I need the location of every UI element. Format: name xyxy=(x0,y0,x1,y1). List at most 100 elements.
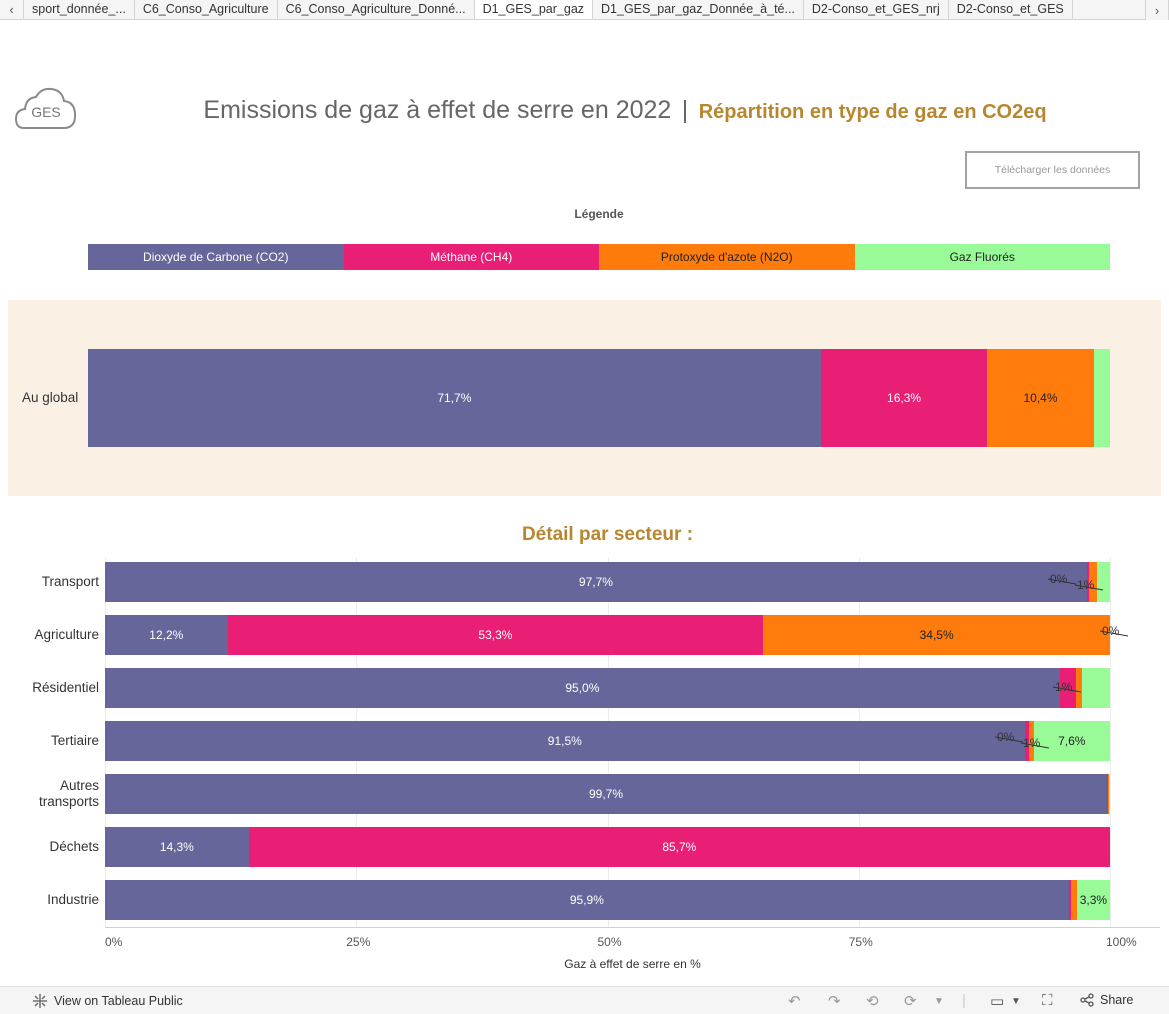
legend-item[interactable]: Méthane (CH4) xyxy=(343,244,599,270)
detail-chart-title: Détail par secteur : xyxy=(521,524,694,545)
sheet-tab[interactable]: D2-Conso_et_GES xyxy=(949,0,1073,19)
global-bar-segment[interactable]: 71,7% xyxy=(88,349,821,447)
sector-label: Tertiaire xyxy=(50,733,99,748)
sector-bar-segment[interactable] xyxy=(1106,774,1108,814)
title-subtitle: Répartition en type de gaz en CO2eq xyxy=(698,101,1047,123)
sheet-tab-bar: ‹ sport_donnée_... C6_Conso_Agriculture C6… xyxy=(0,0,1169,20)
sector-bar-segment[interactable]: 7,6% xyxy=(1033,721,1110,761)
redo-icon[interactable]: ↷ xyxy=(828,993,841,1010)
sector-bar-segment[interactable]: 97,7% xyxy=(105,562,1087,602)
legend-title: Légende xyxy=(574,207,624,221)
sector-bar-segment[interactable] xyxy=(1059,668,1076,708)
sheet-tab[interactable]: C6_Conso_Agriculture xyxy=(135,0,278,19)
legend: Dioxyde de Carbone (CO2) Méthane (CH4) Pro… xyxy=(88,244,1110,270)
sector-bar-segment[interactable]: 99,7% xyxy=(105,774,1107,814)
sector-bar-segment[interactable] xyxy=(1068,880,1071,920)
global-bar-segment[interactable]: 10,4% xyxy=(987,349,1094,447)
sector-bar-segment[interactable]: 85,7% xyxy=(248,827,1110,867)
annotation-leader-line xyxy=(994,736,1024,743)
tab-next-arrow-icon[interactable]: › xyxy=(1145,0,1169,20)
sector-bar-segment[interactable]: 53,3% xyxy=(227,615,764,655)
sector-bar-segment[interactable] xyxy=(1028,721,1034,761)
logo-text: GES xyxy=(31,104,61,120)
sector-bar-segment[interactable]: 91,5% xyxy=(105,721,1025,761)
title-main: Emissions de gaz à effet de serre en 202… xyxy=(203,96,672,124)
download-data-button[interactable]: Télécharger les données xyxy=(965,151,1140,189)
sheet-tabs: sport_donnée_... C6_Conso_Agriculture C6_C… xyxy=(24,0,1073,19)
share-button[interactable]: Share xyxy=(1080,993,1133,1007)
sheet-tab[interactable]: C6_Conso_Agriculture_Donné... xyxy=(278,0,475,19)
global-row-label: Au global xyxy=(22,390,79,405)
sector-label: Déchets xyxy=(49,839,99,854)
x-tick-label: 50% xyxy=(597,935,622,949)
sector-bar-segment[interactable]: 95,9% xyxy=(105,880,1069,920)
title-separator: | xyxy=(681,96,689,124)
sector-bar-segment[interactable]: 14,3% xyxy=(105,827,249,867)
small-value-annotation: 0% xyxy=(997,730,1015,744)
fullscreen-icon[interactable]: ⛶ xyxy=(1042,992,1053,1009)
sheet-tab[interactable]: D2-Conso_et_GES_nrj xyxy=(804,0,949,19)
sector-label: Agriculture xyxy=(34,627,99,642)
legend-item[interactable]: Gaz Fluorés xyxy=(854,244,1110,270)
annotation-leader-line xyxy=(1052,686,1082,693)
annotation-leader-line xyxy=(1047,578,1077,585)
x-tick-label: 100% xyxy=(1106,935,1137,949)
revert-icon[interactable]: ⟲ xyxy=(866,993,879,1010)
annotation-leader-line xyxy=(1099,630,1129,637)
x-axis-line xyxy=(105,927,1160,928)
sector-bar-segment[interactable] xyxy=(1088,562,1097,602)
sector-bar-segment[interactable]: 3,3% xyxy=(1076,880,1110,920)
sector-bar-segment[interactable] xyxy=(1081,668,1110,708)
grid-line xyxy=(1110,557,1111,927)
annotation-leaders xyxy=(994,578,1129,749)
sector-bar-segment[interactable] xyxy=(1024,721,1029,761)
sheet-tab[interactable]: D1_GES_par_gaz_Donnée_à_té... xyxy=(593,0,804,19)
sheet-tab[interactable]: D1_GES_par_gaz xyxy=(474,0,594,19)
ges-cloud-logo: GES xyxy=(14,86,78,132)
sector-bar-segment[interactable] xyxy=(1070,880,1077,920)
refresh-dropdown-icon[interactable]: ▼ xyxy=(934,996,944,1007)
sector-bar: 95,0% xyxy=(105,668,1110,708)
sector-bar-segment[interactable] xyxy=(1096,562,1110,602)
sector-bar-segment[interactable] xyxy=(1075,668,1082,708)
small-value-annotation: 0% xyxy=(1050,572,1068,586)
sector-label: Autres transports xyxy=(38,778,99,809)
sector-bar-segment[interactable]: 95,0% xyxy=(105,668,1060,708)
tableau-logo-icon xyxy=(33,994,47,1008)
sector-bar: 97,7% xyxy=(105,562,1110,602)
annotation-leader-line xyxy=(1020,742,1050,749)
sector-stacked-bar-chart: 97,7% 12,2% 53,3% 34,5% 95,0% 91,5% 7,6% 99,7% 1… xyxy=(105,557,1129,927)
sheet-tab[interactable]: sport_donnée_... xyxy=(24,0,135,19)
sector-bar-segment[interactable] xyxy=(1108,774,1110,814)
device-preview-icon[interactable]: ▭ xyxy=(990,993,1005,1010)
sector-bar: 95,9% 3,3% xyxy=(105,880,1110,920)
small-value-annotation: 1% xyxy=(1055,680,1073,694)
global-bar-segment[interactable]: 16,3% xyxy=(820,349,988,447)
refresh-icon[interactable]: ⟳ xyxy=(904,993,917,1010)
sector-bar-segment[interactable]: 34,5% xyxy=(763,615,1110,655)
legend-item[interactable]: Protoxyde d'azote (N2O) xyxy=(599,244,855,270)
global-bar-segment[interactable] xyxy=(1093,349,1110,447)
sector-bar: 12,2% 53,3% 34,5% xyxy=(105,615,1110,655)
x-axis-title: Gaz à effet de serre en % xyxy=(564,957,701,971)
sector-bar: 99,7% xyxy=(105,774,1110,814)
small-value-annotation: 0% xyxy=(1102,624,1120,638)
x-tick-label: 25% xyxy=(346,935,371,949)
small-value-annotation: 1% xyxy=(1023,736,1041,750)
view-on-tableau-public-label: View on Tableau Public xyxy=(54,994,183,1008)
page-title: Emissions de gaz à effet de serre en 202… xyxy=(110,96,1140,125)
tableau-toolbar: View on Tableau Public ↶ ↷ ⟲ ⟳ ▼ | ▭ ▼ ⛶… xyxy=(0,986,1169,1014)
share-label: Share xyxy=(1100,993,1134,1007)
sector-label: Transport xyxy=(41,574,99,589)
sector-bar-segment[interactable] xyxy=(1107,774,1109,814)
legend-item[interactable]: Dioxyde de Carbone (CO2) xyxy=(88,244,344,270)
x-tick-label: 75% xyxy=(848,935,873,949)
sector-bar: 91,5% 7,6% xyxy=(105,721,1110,761)
sector-bar-segment[interactable] xyxy=(1086,562,1089,602)
device-dropdown-icon[interactable]: ▼ xyxy=(1011,996,1021,1007)
global-stacked-bar: 71,7% 16,3% 10,4% xyxy=(88,349,1110,447)
view-on-tableau-public-link[interactable]: View on Tableau Public xyxy=(32,993,183,1009)
tab-prev-arrow-icon[interactable]: ‹ xyxy=(0,0,24,19)
sector-bar-segment[interactable]: 12,2% xyxy=(105,615,228,655)
undo-icon[interactable]: ↶ xyxy=(788,993,801,1010)
